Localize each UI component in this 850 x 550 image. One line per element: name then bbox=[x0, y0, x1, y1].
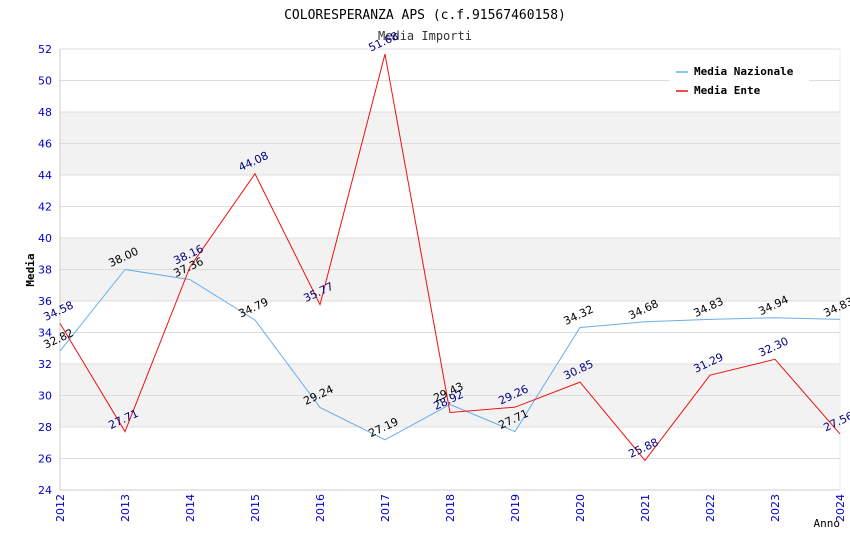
x-tick-label: 2016 bbox=[314, 494, 327, 522]
x-tick-label: 2018 bbox=[444, 494, 457, 522]
y-tick-labels: 24 26 28 30 32 34 36 38 40 42 44 46 48 50 52 bbox=[38, 43, 52, 497]
y-tick-label: 38 bbox=[38, 264, 52, 277]
x-tick-label: 2021 bbox=[639, 494, 652, 522]
data-label: 32.30 bbox=[756, 335, 790, 360]
x-tick-label: 2017 bbox=[379, 494, 392, 522]
y-tick-label: 26 bbox=[38, 453, 52, 466]
y-tick-label: 52 bbox=[38, 43, 52, 56]
legend-label-ente: Media Ente bbox=[694, 84, 761, 97]
x-tick-label: 2020 bbox=[574, 494, 587, 522]
y-tick-label: 40 bbox=[38, 232, 52, 245]
x-tick-label: 2019 bbox=[509, 494, 522, 522]
x-tick-label: 2015 bbox=[249, 494, 262, 522]
y-axis-title: Media bbox=[24, 253, 37, 286]
x-tick-label: 2022 bbox=[704, 494, 717, 522]
data-label: 25.88 bbox=[626, 436, 660, 461]
series-line-media-nazionale bbox=[59, 268, 841, 441]
chart-title: COLORESPERANZA APS (c.f.91567460158) bbox=[284, 8, 566, 23]
y-tick-label: 44 bbox=[38, 169, 52, 182]
x-tick-label: 2013 bbox=[119, 494, 132, 522]
series-layer bbox=[59, 53, 841, 462]
x-tick-label: 2024 bbox=[834, 494, 847, 522]
y-tick-label: 36 bbox=[38, 295, 52, 308]
y-tick-label: 34 bbox=[38, 327, 52, 340]
legend-box bbox=[669, 59, 809, 103]
legend-label-nazionale: Media Nazionale bbox=[694, 65, 794, 78]
chart-subtitle: Media Importi bbox=[378, 29, 472, 43]
x-tick-labels: 2012 2013 2014 2015 2016 2017 2018 2019 2020 2021… bbox=[54, 494, 847, 522]
x-axis-title: Anno bbox=[814, 517, 841, 530]
y-tick-label: 30 bbox=[38, 390, 52, 403]
y-tick-label: 28 bbox=[38, 421, 52, 434]
data-label: 34.32 bbox=[561, 303, 595, 328]
legend: Media Nazionale Media Ente bbox=[669, 59, 809, 103]
y-tick-label: 32 bbox=[38, 358, 52, 371]
x-tick-label: 2023 bbox=[769, 494, 782, 522]
y-tick-label: 24 bbox=[38, 484, 52, 497]
series-line-media-ente bbox=[59, 53, 841, 462]
y-tick-label: 42 bbox=[38, 201, 52, 214]
y-tick-label: 48 bbox=[38, 106, 52, 119]
x-tick-label: 2014 bbox=[184, 494, 197, 522]
y-tick-label: 50 bbox=[38, 75, 52, 88]
y-tick-label: 46 bbox=[38, 138, 52, 151]
x-tick-label: 2012 bbox=[54, 494, 67, 522]
